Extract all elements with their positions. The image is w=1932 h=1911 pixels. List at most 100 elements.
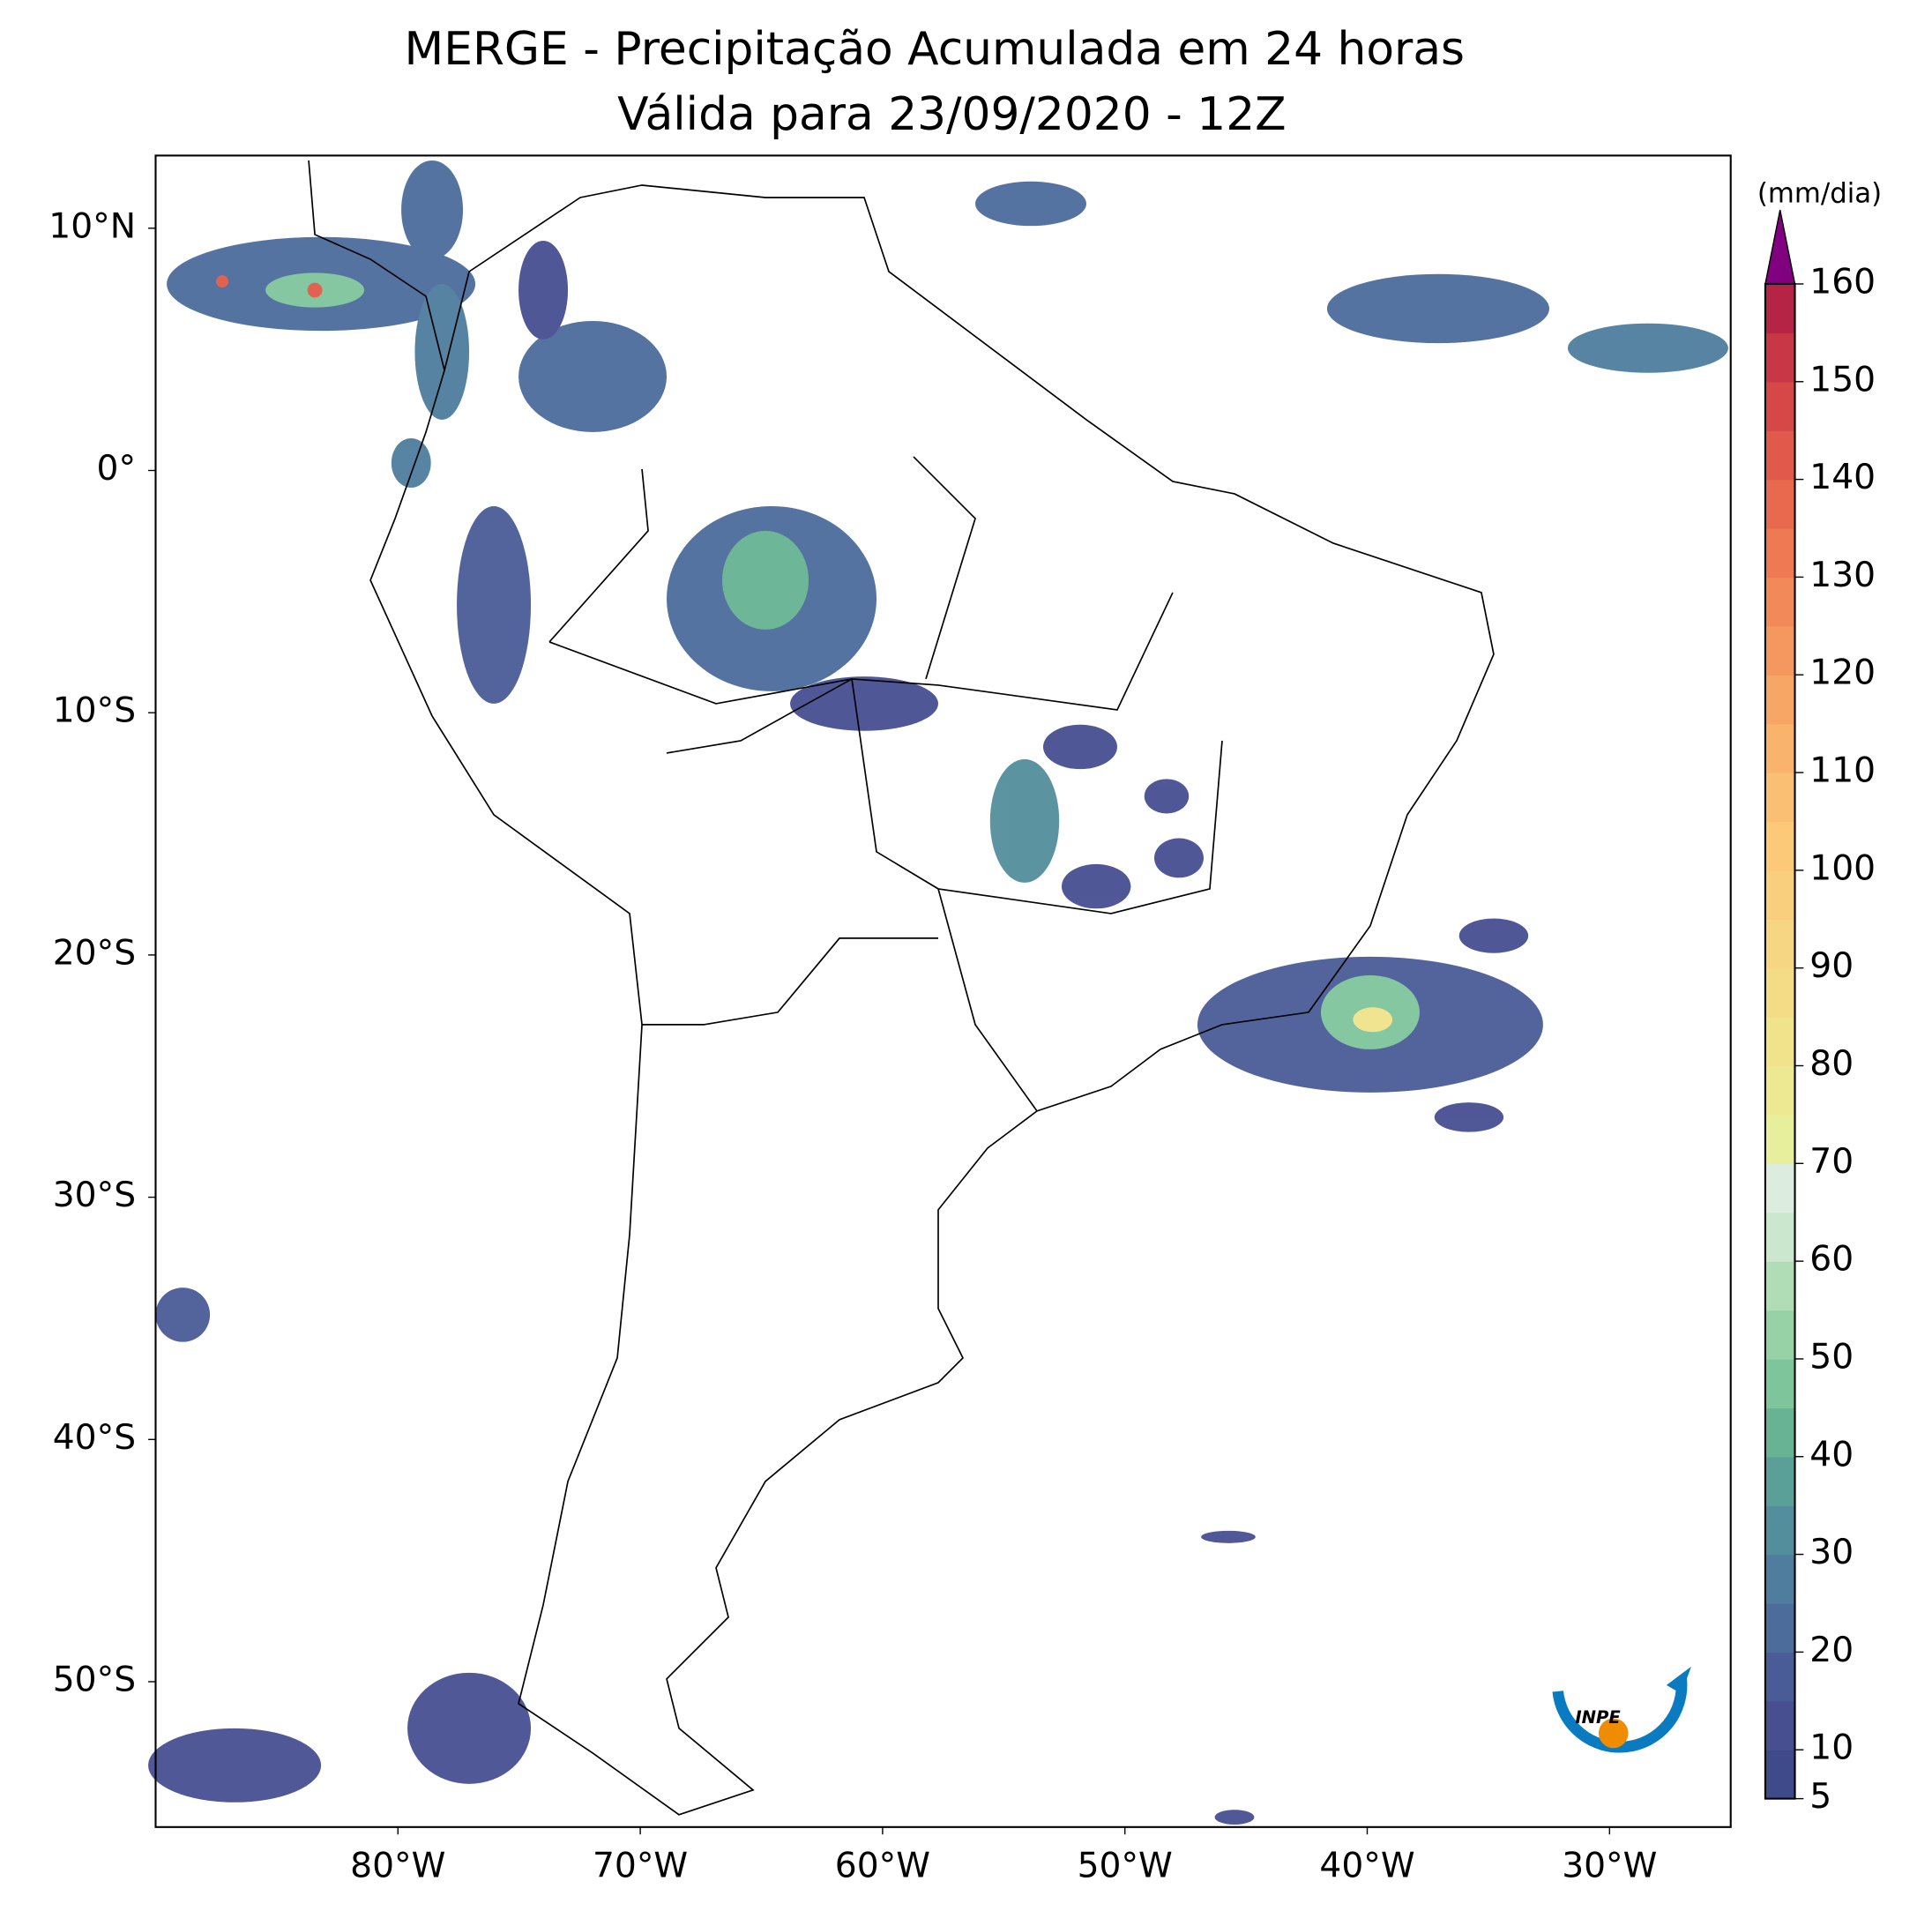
rain-area (518, 240, 569, 340)
colorbar-tick-label: 70 (1809, 1142, 1854, 1182)
colorbar-tick-label: 160 (1809, 262, 1876, 302)
x-tick-label: 50°W (1078, 1847, 1173, 1886)
rain-area (1144, 779, 1190, 814)
colorbar-band (1764, 1652, 1795, 1702)
colorbar-band (1764, 1700, 1795, 1751)
colorbar-band (1764, 967, 1795, 1018)
colorbar-tick-label: 80 (1809, 1044, 1854, 1084)
colorbar-tick-label: 100 (1809, 848, 1876, 888)
x-tick-label: 80°W (350, 1847, 445, 1886)
y-tick-label: 50°S (53, 1660, 136, 1699)
colorbar-tick-label: 130 (1809, 556, 1876, 595)
colorbar-band (1764, 870, 1795, 920)
rain-area (1434, 1102, 1504, 1132)
colorbar-tick-label: 120 (1809, 653, 1876, 693)
x-tick-label: 30°W (1562, 1847, 1657, 1886)
logo-arrow (1666, 1666, 1691, 1694)
axes: 80°W 70°W 60°W 50°W 40°W 30°W 10°N 0° 10°S 20°S 30… (48, 206, 1657, 1885)
logo-text: INPE (1575, 1707, 1621, 1728)
colorbar-band (1764, 332, 1795, 383)
colorbar-tick-label: 50 (1809, 1337, 1854, 1377)
rain-area (407, 1672, 532, 1784)
colorbar-band (1764, 1358, 1795, 1409)
rain-area (457, 505, 532, 704)
x-tick-label: 60°W (835, 1847, 930, 1886)
rain-area (307, 282, 323, 298)
rain-area (790, 676, 939, 731)
colorbar-tick-label: 150 (1809, 360, 1876, 399)
rain-area (1214, 1810, 1255, 1825)
colorbar-band (1764, 675, 1795, 725)
colorbar-band (1764, 1163, 1795, 1213)
colorbar-band (1764, 1114, 1795, 1165)
rain-area (1353, 1007, 1393, 1033)
rain-area (1061, 863, 1131, 909)
colorbar-band (1764, 1602, 1795, 1653)
colorbar-band (1764, 430, 1795, 481)
logo: INPE (1552, 1666, 1691, 1753)
coastline (308, 160, 1495, 1816)
colorbar-band (1764, 1750, 1795, 1800)
colorbar-tick-label: 90 (1809, 946, 1854, 986)
rain-area (1201, 1530, 1256, 1543)
title: MERGE - Precipitação Acumulada em 24 hor… (405, 23, 1465, 76)
map-frame (154, 154, 1732, 1828)
colorbar-band (1764, 919, 1795, 969)
coast-path (308, 160, 1495, 1816)
rain-area (1458, 918, 1529, 953)
colorbar-tick-label: 40 (1809, 1435, 1854, 1474)
rain-area (518, 320, 668, 432)
borders (548, 456, 1223, 1112)
rain-area (155, 1288, 211, 1342)
colorbar-band (1764, 528, 1795, 579)
rain-area (989, 758, 1060, 883)
rain-area (401, 160, 464, 259)
colorbar-band (1764, 723, 1795, 773)
colorbar-outline (1764, 282, 1796, 1800)
colorbar-band (1764, 1310, 1795, 1360)
y-tick-label: 30°S (53, 1176, 136, 1215)
precipitation (148, 160, 1728, 1825)
colorbar-band (1764, 1261, 1795, 1311)
colorbar-tick-label: 60 (1809, 1240, 1854, 1280)
logo-swoosh (1552, 1678, 1688, 1753)
colorbar: 5 10 20 30 40 50 60 70 80 90 100 110 120 130 140 150 160 (1764, 209, 1876, 1817)
colorbar-extend (1764, 209, 1796, 285)
y-tick-label: 10°S (53, 691, 136, 731)
colorbar-tick-label: 30 (1809, 1533, 1854, 1572)
rain-area (974, 181, 1086, 227)
rain-area (1042, 724, 1117, 770)
y-tick-label: 40°S (53, 1418, 136, 1458)
y-tick-label: 10°N (48, 206, 136, 246)
rain-area (148, 1728, 322, 1803)
y-tick-label: 0° (97, 449, 137, 489)
rain-area (722, 530, 809, 630)
colorbar-band (1764, 1212, 1795, 1262)
colorbar-band (1764, 1505, 1795, 1556)
colorbar-band (1764, 1456, 1795, 1506)
colorbar-band (1764, 283, 1795, 334)
colorbar-tick-label: 10 (1809, 1728, 1854, 1768)
colorbar-band (1764, 625, 1795, 676)
rain-area (414, 283, 470, 420)
colorbar-band (1764, 1407, 1795, 1458)
colorbar-band (1764, 1554, 1795, 1604)
rain-area (1326, 273, 1549, 344)
x-tick-label: 70°W (593, 1847, 688, 1886)
colorbar-band (1764, 773, 1795, 823)
rain-area (391, 437, 431, 488)
subtitle: Válida para 23/09/2020 - 12Z (617, 88, 1286, 141)
colorbar-tick-label: 5 (1809, 1777, 1831, 1817)
colorbar-band (1764, 381, 1795, 431)
logo-dot (1598, 1718, 1629, 1749)
colorbar-tick-label: 20 (1809, 1631, 1854, 1670)
y-tick-label: 20°S (53, 933, 136, 973)
rain-area (1153, 838, 1204, 878)
colorbar-band (1764, 479, 1795, 529)
rain-area (216, 275, 229, 288)
colorbar-tick-label: 140 (1809, 458, 1876, 497)
rain-area (1567, 323, 1728, 373)
colorbar-tick-label: 110 (1809, 751, 1876, 791)
colorbar-label: (mm/dia) (1757, 178, 1882, 210)
